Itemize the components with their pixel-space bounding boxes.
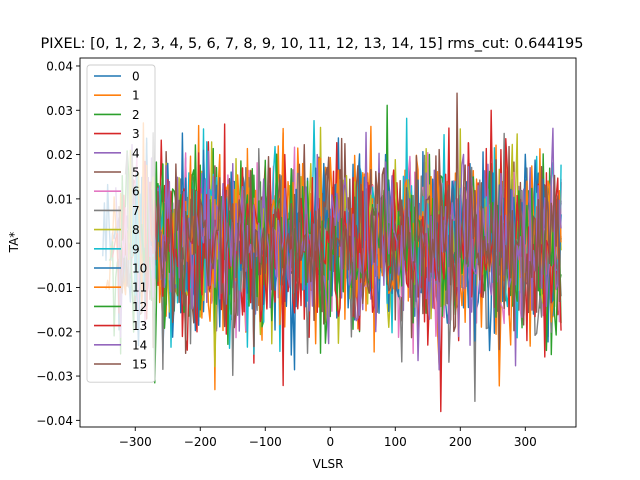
legend-label: 11 xyxy=(132,281,147,295)
y-tick-label: −0.04 xyxy=(36,414,73,428)
legend-label: 1 xyxy=(132,89,140,103)
x-axis: −300 −200 −100 0 100 200 300 xyxy=(119,427,537,449)
y-tick-label: 0.02 xyxy=(46,148,73,162)
x-tick-label: 0 xyxy=(326,435,334,449)
legend-item-14: 14 xyxy=(94,338,147,352)
legend-item-7: 7 xyxy=(94,204,140,218)
plot-frame xyxy=(79,57,577,428)
legend-label: 13 xyxy=(132,319,147,333)
y-tick-label: 0.03 xyxy=(46,104,73,118)
chart-title: PIXEL: [0, 1, 2, 3, 4, 5, 6, 7, 8, 9, 10… xyxy=(40,36,583,52)
x-tick-label: 300 xyxy=(514,435,537,449)
legend-item-11: 11 xyxy=(94,281,147,295)
legend-item-12: 12 xyxy=(94,300,147,314)
x-tick-label: −200 xyxy=(184,435,217,449)
legend-label: 10 xyxy=(132,262,147,276)
legend-item-13: 13 xyxy=(94,319,147,333)
series-line-15 xyxy=(150,92,562,351)
y-axis: −0.04 −0.03 −0.02 −0.01 0.00 0.01 0.02 0.03 0.04 xyxy=(36,59,80,428)
legend-label: 5 xyxy=(132,166,140,180)
legend-item-4: 4 xyxy=(94,146,140,160)
y-tick-label: 0.04 xyxy=(46,59,73,73)
legend-item-9: 9 xyxy=(94,242,140,256)
series-line-3 xyxy=(111,109,562,413)
legend-item-6: 6 xyxy=(94,185,140,199)
x-axis-label: VLSR xyxy=(313,457,344,471)
legend-label: 12 xyxy=(132,300,147,314)
legend-item-10: 10 xyxy=(94,262,147,276)
legend-item-3: 3 xyxy=(94,127,140,141)
legend-label: 2 xyxy=(132,108,140,122)
legend-label: 6 xyxy=(132,185,140,199)
y-tick-label: 0.01 xyxy=(46,192,73,206)
y-tick-label: −0.01 xyxy=(36,281,73,295)
y-tick-label: 0.00 xyxy=(46,237,73,251)
legend-item-2: 2 xyxy=(94,108,140,122)
legend-item-0: 0 xyxy=(94,70,140,84)
legend-label: 9 xyxy=(132,242,140,256)
legend-label: 4 xyxy=(132,146,140,160)
y-axis-label: TA* xyxy=(7,232,21,254)
x-tick-label: 100 xyxy=(384,435,407,449)
legend-item-8: 8 xyxy=(94,223,140,237)
legend-label: 14 xyxy=(132,338,147,352)
y-tick-label: −0.02 xyxy=(36,325,73,339)
series-layer xyxy=(102,92,562,413)
legend-label: 8 xyxy=(132,223,140,237)
legend-item-15: 15 xyxy=(94,358,147,372)
x-tick-label: −100 xyxy=(249,435,282,449)
legend-box xyxy=(86,64,156,383)
legend-label: 0 xyxy=(132,70,140,84)
legend-label: 3 xyxy=(132,127,140,141)
legend-label: 7 xyxy=(132,204,140,218)
x-tick-label: −300 xyxy=(119,435,152,449)
legend-item-5: 5 xyxy=(94,166,140,180)
legend-label: 15 xyxy=(132,358,147,372)
y-tick-label: −0.03 xyxy=(36,370,73,384)
x-tick-label: 200 xyxy=(449,435,472,449)
legend-item-1: 1 xyxy=(94,89,140,103)
